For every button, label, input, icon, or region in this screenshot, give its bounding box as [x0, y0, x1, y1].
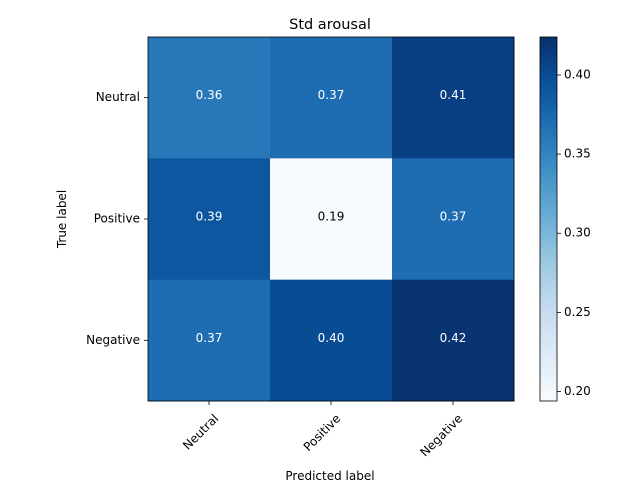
cell-value-label: 0.41	[440, 88, 467, 102]
cell-value-label: 0.36	[196, 88, 223, 102]
cell-value-label: 0.40	[318, 331, 345, 345]
heatmap-cell	[392, 279, 515, 402]
matrix-area: 0.36 0.37 0.41 0.39 0.19 0.37 0.37 0.40 0.42 Neut…	[86, 36, 515, 459]
x-tick-label: Positive	[301, 411, 344, 454]
chart-title: Std arousal	[289, 17, 371, 33]
y-tick-label: Negative	[86, 333, 140, 347]
y-axis-label: True label	[55, 190, 69, 249]
colorbar-tick-label: 0.25	[564, 305, 591, 319]
cell-value-label: 0.37	[318, 88, 345, 102]
x-axis-label: Predicted label	[285, 469, 374, 480]
colorbar-tick-label: 0.20	[564, 384, 591, 398]
y-tick-label: Positive	[94, 211, 140, 225]
heatmap-cell	[148, 37, 271, 159]
y-tick-label: Neutral	[96, 90, 140, 104]
colorbar-tick-label: 0.40	[564, 67, 591, 81]
colorbar-tick-label: 0.35	[564, 147, 591, 161]
colorbar-gradient	[539, 36, 558, 402]
heatmap-cell	[392, 37, 515, 159]
colorbar-tick-label: 0.30	[564, 226, 591, 240]
cell-value-label: 0.37	[440, 209, 467, 223]
colorbar: 0.20 0.25 0.30 0.35 0.40	[539, 36, 591, 402]
cell-value-label: 0.19	[318, 209, 345, 223]
x-tick-label: Neutral	[180, 411, 221, 452]
heatmap-cell	[270, 158, 393, 281]
heatmap-cell	[392, 158, 515, 281]
heatmap-cell	[148, 279, 271, 402]
heatmap-cell	[270, 279, 393, 402]
heatmap-cell	[148, 158, 271, 281]
x-tick-label: Negative	[417, 411, 465, 459]
cell-value-label: 0.42	[440, 331, 467, 345]
heatmap-cell	[270, 37, 393, 159]
cell-value-label: 0.39	[196, 209, 223, 223]
cell-value-label: 0.37	[196, 331, 223, 345]
